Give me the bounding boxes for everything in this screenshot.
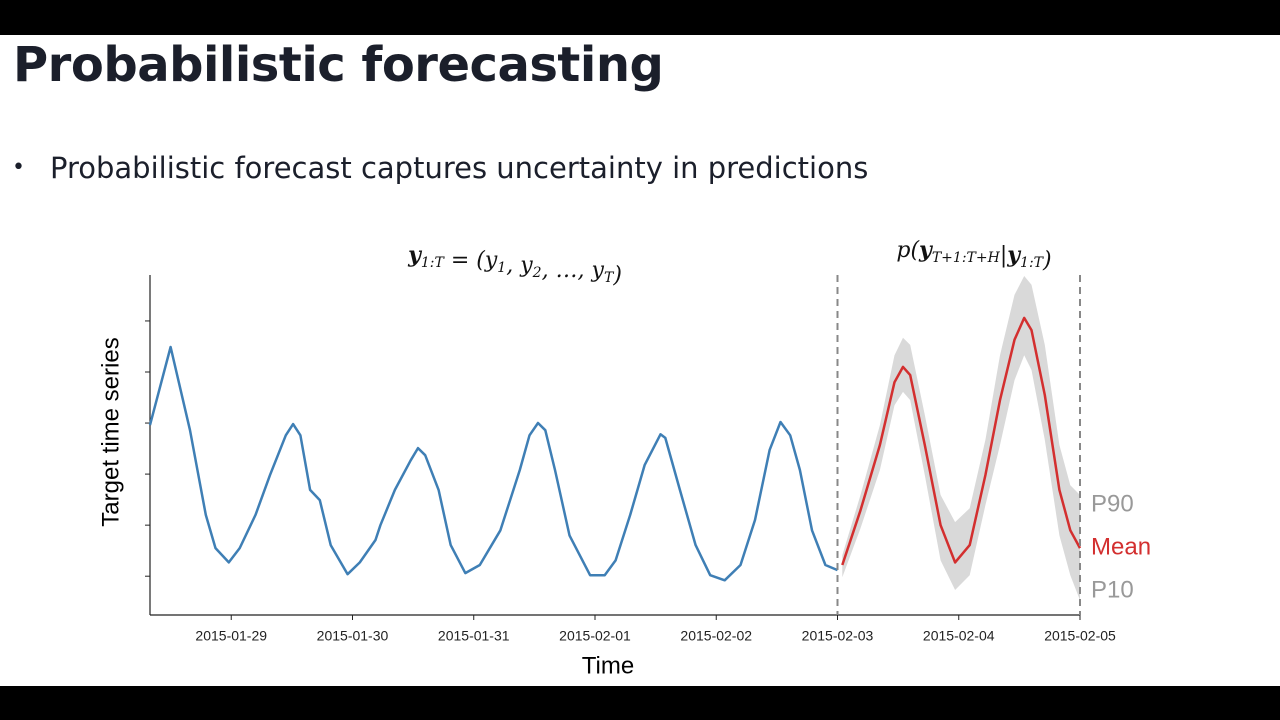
formula-part: , …,	[542, 258, 592, 283]
formula-part: y	[591, 258, 605, 283]
legend-label: P10	[1091, 576, 1134, 603]
x-tick-label: 2015-01-29	[195, 628, 267, 644]
slide-title: Probabilistic forecasting	[13, 37, 664, 93]
slide: Probabilistic forecasting Probabilistic …	[0, 35, 1280, 686]
x-axis-label: Time	[582, 652, 634, 679]
formula-part: y	[407, 242, 423, 268]
formula-part: )	[1042, 248, 1052, 273]
formula-part: ,	[506, 253, 520, 278]
formula-part: p(	[896, 238, 919, 263]
legend-label: Mean	[1091, 533, 1151, 560]
formula-part: y	[519, 253, 533, 278]
x-tick-label: 2015-01-30	[317, 628, 389, 644]
series-line	[148, 345, 838, 582]
formula-subscript: T	[604, 270, 615, 286]
x-tick-label: 2015-02-03	[802, 628, 874, 644]
x-tick-label: 2015-02-01	[559, 628, 631, 644]
uncertainty-band	[842, 276, 1080, 601]
bullet: Probabilistic forecast captures uncertai…	[50, 151, 868, 185]
formula-subscript: 1	[497, 260, 506, 276]
formula-part: )	[612, 263, 622, 288]
series-line	[841, 316, 1082, 566]
formula-part: = (	[444, 248, 485, 273]
formula: y1:T = (y1, y2, …, yT)	[407, 242, 622, 288]
formula-part: y	[1006, 242, 1022, 268]
x-tick-label: 2015-02-04	[923, 628, 995, 644]
x-tick-label: 2015-01-31	[438, 628, 510, 644]
x-tick-label: 2015-02-02	[680, 628, 752, 644]
bullet-list: Probabilistic forecast captures uncertai…	[50, 151, 868, 185]
formula-subscript: 2	[532, 265, 542, 281]
formula-part: |	[1000, 243, 1007, 268]
y-axis-label: Target time series	[97, 337, 124, 526]
x-tick-label: 2015-02-05	[1044, 628, 1116, 644]
legend-label: P90	[1091, 490, 1134, 517]
formula-subscript: T+1:T+H	[932, 250, 1001, 266]
formula: p(yT+1:T+H|y1:T)	[896, 237, 1051, 273]
formula-subscript: 1:T	[1020, 255, 1045, 271]
formula-part: y	[484, 248, 498, 273]
formula-part: y	[918, 237, 934, 263]
formula-subscript: 1:T	[421, 255, 446, 271]
